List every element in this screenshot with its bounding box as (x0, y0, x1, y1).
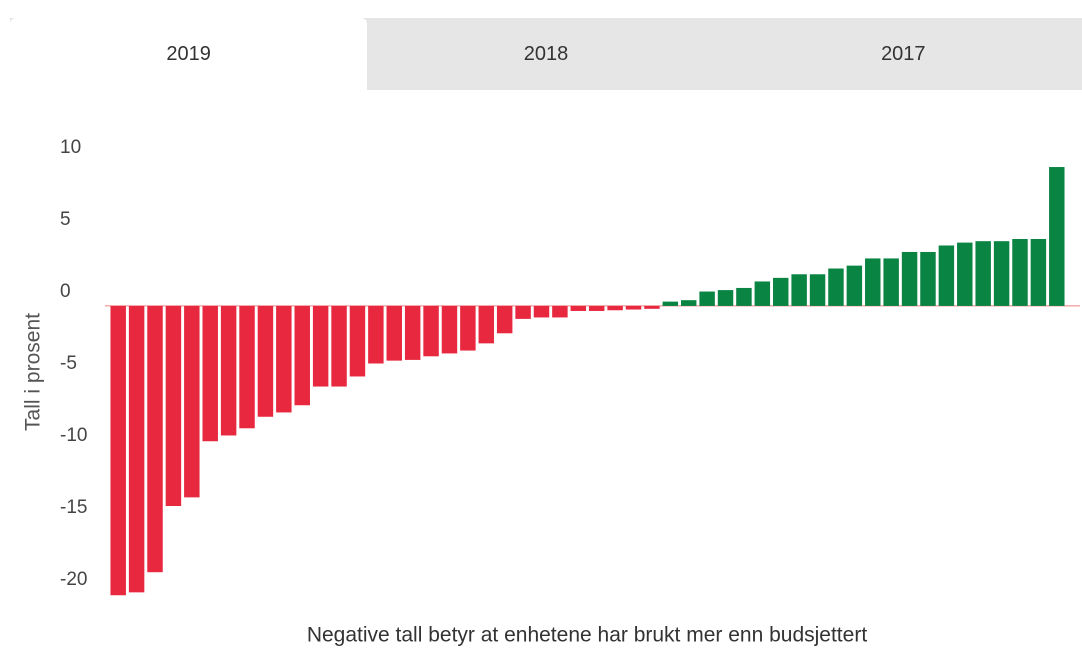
bar (570, 305, 587, 311)
bar (607, 305, 623, 311)
bar (202, 305, 218, 442)
y-tick-label: -20 (60, 569, 87, 590)
bar (533, 305, 550, 318)
bar (460, 305, 476, 351)
bar (552, 305, 568, 318)
bar (1049, 167, 1065, 306)
bar (975, 241, 991, 306)
bar (110, 305, 126, 596)
bar (736, 287, 752, 306)
y-tick-label: 0 (60, 281, 71, 302)
bar (901, 251, 918, 306)
bar (294, 305, 310, 406)
bar (331, 305, 347, 387)
bar (865, 258, 881, 306)
bar (404, 305, 421, 360)
bar (312, 305, 329, 387)
bar (276, 305, 292, 413)
bar (257, 305, 274, 417)
bar (846, 265, 863, 306)
bar (791, 274, 807, 306)
bar (184, 305, 200, 498)
tab[interactable]: 2018 (523, 42, 569, 65)
bar (993, 241, 1010, 306)
x-axis-label: Negative tall betyr at enhetene har bruk… (307, 624, 867, 647)
tab[interactable]: 2019 (10, 18, 368, 90)
tab-bar: 2019 2018 2017 (10, 18, 1082, 90)
y-axis-label: Tall i prosent (22, 313, 45, 431)
bar (680, 300, 697, 306)
tab[interactable]: 2017 (881, 42, 926, 65)
bar (478, 305, 495, 344)
y-tick-label: 5 (60, 209, 71, 230)
bar (754, 281, 771, 306)
bar (496, 305, 513, 334)
bar (349, 305, 366, 377)
bar (368, 305, 384, 364)
bar (165, 305, 182, 507)
bar (717, 290, 734, 306)
bar (239, 305, 255, 429)
bar (883, 258, 899, 306)
y-tick-label: -5 (60, 353, 77, 374)
bar (386, 305, 402, 361)
bar (920, 251, 936, 306)
bar (1030, 239, 1047, 306)
y-tick-label: 10 (60, 137, 81, 158)
bar (1012, 239, 1028, 306)
bar (441, 305, 458, 354)
y-tick-label: -10 (60, 425, 87, 446)
bar (957, 242, 973, 306)
bar (588, 305, 605, 311)
bar (644, 305, 660, 309)
bar (423, 305, 439, 357)
bar (515, 305, 531, 319)
bar (809, 274, 826, 306)
bar (128, 305, 145, 593)
bar (773, 277, 789, 306)
bar (147, 305, 163, 573)
y-tick-label: -15 (60, 497, 87, 518)
bar (220, 305, 237, 436)
bar (938, 245, 955, 306)
bar (662, 301, 679, 306)
bar (699, 291, 715, 306)
bar (828, 268, 844, 306)
bar (625, 305, 642, 310)
